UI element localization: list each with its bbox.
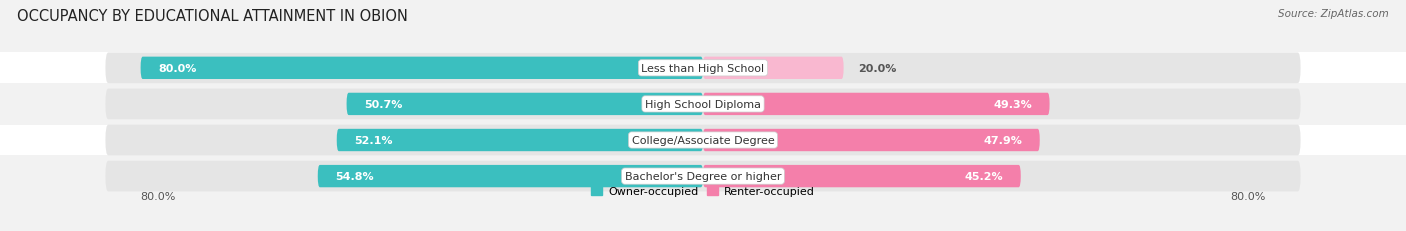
Text: 49.3%: 49.3% <box>993 100 1032 109</box>
Text: 80.0%: 80.0% <box>157 64 197 73</box>
Bar <box>0 53 1406 84</box>
Bar <box>0 161 1406 191</box>
Text: Source: ZipAtlas.com: Source: ZipAtlas.com <box>1278 9 1389 19</box>
FancyBboxPatch shape <box>105 161 1301 191</box>
Text: College/Associate Degree: College/Associate Degree <box>631 135 775 145</box>
FancyBboxPatch shape <box>105 125 1301 156</box>
FancyBboxPatch shape <box>105 89 1301 120</box>
Text: 50.7%: 50.7% <box>364 100 402 109</box>
Text: 80.0%: 80.0% <box>141 191 176 201</box>
Legend: Owner-occupied, Renter-occupied: Owner-occupied, Renter-occupied <box>586 182 820 201</box>
Text: 52.1%: 52.1% <box>354 135 392 145</box>
Text: 20.0%: 20.0% <box>858 64 896 73</box>
FancyBboxPatch shape <box>703 129 1040 152</box>
Text: Bachelor's Degree or higher: Bachelor's Degree or higher <box>624 171 782 181</box>
FancyBboxPatch shape <box>703 93 1049 116</box>
Text: 54.8%: 54.8% <box>336 171 374 181</box>
FancyBboxPatch shape <box>141 165 1265 188</box>
Bar <box>0 125 1406 156</box>
FancyBboxPatch shape <box>318 165 703 188</box>
Text: OCCUPANCY BY EDUCATIONAL ATTAINMENT IN OBION: OCCUPANCY BY EDUCATIONAL ATTAINMENT IN O… <box>17 9 408 24</box>
Text: 47.9%: 47.9% <box>983 135 1022 145</box>
Text: 80.0%: 80.0% <box>1230 191 1265 201</box>
FancyBboxPatch shape <box>703 57 844 80</box>
FancyBboxPatch shape <box>141 129 1265 152</box>
FancyBboxPatch shape <box>105 53 1301 84</box>
FancyBboxPatch shape <box>141 93 1265 116</box>
FancyBboxPatch shape <box>703 165 1021 188</box>
Text: High School Diploma: High School Diploma <box>645 100 761 109</box>
FancyBboxPatch shape <box>141 57 1265 80</box>
Bar <box>0 89 1406 120</box>
FancyBboxPatch shape <box>141 57 703 80</box>
FancyBboxPatch shape <box>346 93 703 116</box>
Text: 45.2%: 45.2% <box>965 171 1004 181</box>
FancyBboxPatch shape <box>337 129 703 152</box>
Text: Less than High School: Less than High School <box>641 64 765 73</box>
